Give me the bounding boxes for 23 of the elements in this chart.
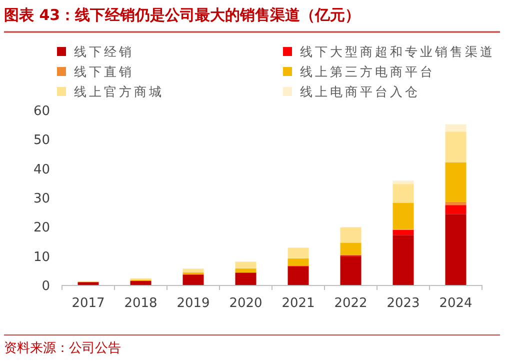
legend-label: 线上第三方电商平台 <box>300 64 435 79</box>
legend-label: 线上电商平台入仓 <box>300 84 420 99</box>
y-tick-label: 40 <box>33 162 50 178</box>
x-tick-label: 2018 <box>124 296 158 311</box>
legend-label: 线下大型商超和专业销售渠道 <box>300 44 495 59</box>
y-tick-label: 0 <box>42 279 50 294</box>
x-tick-label: 2023 <box>386 296 420 311</box>
x-tick-label: 2024 <box>439 296 472 311</box>
text: 资料来源：公司公告 <box>4 341 121 356</box>
title: 图表 43：线下经销仍是公司最大的销售渠道（亿元） <box>4 6 360 24</box>
y-tick-label: 50 <box>33 133 50 148</box>
y-tick-label: 10 <box>33 250 50 265</box>
y-tick-label: 30 <box>33 192 50 206</box>
x-tick-label: 2017 <box>72 296 105 311</box>
legend-label: 线下直销 <box>74 64 134 79</box>
legend-label: 线下经销 <box>74 44 134 59</box>
x-tick-label: 2019 <box>176 296 210 311</box>
y-tick-label: 20 <box>33 220 50 236</box>
x-tick-label: 2021 <box>282 296 315 311</box>
x-tick-label: 2020 <box>229 296 262 311</box>
y-tick-label: 60 <box>33 104 50 119</box>
legend-label: 线上官方商城 <box>74 84 164 99</box>
x-tick-label: 2022 <box>334 296 368 311</box>
